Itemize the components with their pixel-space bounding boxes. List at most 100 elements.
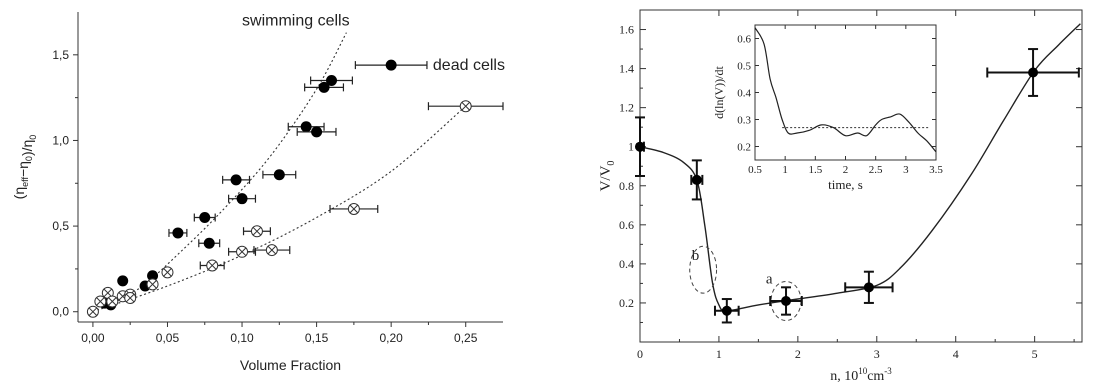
- inset-y-tick-label: 0.2: [737, 142, 751, 154]
- y-axis-label: (ηeff−η0)/η0: [11, 135, 38, 200]
- data-point-swimming-cells: [172, 227, 184, 239]
- x-axis-label-superscript: 10: [858, 366, 868, 376]
- marker-cross: [108, 297, 117, 306]
- right-chart-velocity-ratio: 0 1 2 3 4 5 0.2 0.4 0.6 0.8 1 1.2 1.4 1.6 n, 1010cm-3 V…: [598, 9, 1083, 384]
- marker-cross: [267, 245, 277, 255]
- data-point-swimming-cells: [236, 193, 248, 205]
- data-point: [721, 305, 732, 316]
- data-point-swimming-cells: [147, 270, 159, 282]
- data-point: [691, 174, 702, 185]
- y-tick-label: 0,5: [52, 219, 69, 233]
- inset-y-tick-label: 0.5: [737, 61, 751, 73]
- x-tick-label: 4: [953, 347, 959, 361]
- x-tick-label: 0: [637, 347, 643, 361]
- annotation-a: a: [766, 271, 773, 287]
- marker-cross: [461, 102, 470, 111]
- data-point-dead-cells: [124, 292, 137, 305]
- y-tick-label: 1.4: [619, 62, 634, 76]
- data-point-swimming-cells: [117, 275, 129, 287]
- marker-cross: [163, 268, 172, 277]
- x-tick-label: 2: [795, 347, 801, 361]
- annotation-swimming-cells: swimming cells: [242, 13, 350, 30]
- x-tick-label: 0,15: [305, 331, 329, 345]
- x-tick-label: 0,00: [81, 331, 105, 345]
- marker-cross: [96, 297, 105, 306]
- inset-frame: [754, 24, 937, 161]
- x-axis-label: Volume Fraction: [240, 357, 341, 373]
- data-point-dead-cells: [250, 225, 263, 238]
- marker-cross: [349, 204, 359, 214]
- x-tick-label: 1: [716, 347, 722, 361]
- inset-x-tick-label: 2: [843, 164, 849, 176]
- inset-line: [754, 27, 937, 153]
- data-point: [1028, 67, 1039, 78]
- data-point-swimming-cells: [203, 237, 215, 249]
- x-tick-label: 0,10: [230, 331, 254, 345]
- data-point-dead-cells: [161, 266, 174, 279]
- y-axis-label-part: −η: [15, 161, 31, 177]
- y-axis-label-part: )/η: [19, 140, 35, 156]
- y-tick-label: 0.6: [619, 218, 634, 232]
- left-chart-viscosity: 0,00 0,05 0,10 0,15 0,20 0,25 0,0 0,5 1,0 1,5 Volu…: [11, 12, 505, 373]
- x-tick-label: 0,20: [379, 331, 403, 345]
- y-tick-label: 1.2: [619, 101, 634, 115]
- data-point-dead-cells: [106, 295, 119, 308]
- marker-cross: [208, 261, 217, 270]
- marker-cross: [103, 288, 112, 298]
- data-point-swimming-cells: [199, 212, 211, 224]
- x-tick-label: 3: [874, 347, 880, 361]
- data-point-dead-cells: [94, 295, 107, 308]
- data-point-dead-cells: [86, 305, 99, 318]
- y-axis-label-subscript: eff: [20, 177, 30, 187]
- data-point-dead-cells: [236, 245, 249, 258]
- x-tick-label: 5: [1032, 347, 1038, 361]
- y-tick-label: 0.4: [619, 257, 634, 271]
- fit-curve-swimming-cells: [92, 32, 347, 313]
- y-tick-label: 0.8: [619, 179, 634, 193]
- data-point-swimming-cells: [230, 174, 242, 186]
- inset-y-axis-label: d(ln(V))/dt: [712, 66, 726, 119]
- data-point-dead-cells: [146, 278, 159, 291]
- y-axis-label: V/V0: [598, 161, 617, 192]
- x-axis-label: n, 1010cm-3: [830, 366, 892, 384]
- y-axis-label-part: (η: [11, 187, 27, 199]
- inset-x-tick-label: 3: [903, 164, 909, 176]
- y-axis-label-subscript: 0: [28, 135, 38, 140]
- marker-cross: [88, 307, 98, 316]
- data-point-dead-cells: [265, 244, 278, 257]
- data-point-swimming-cells: [318, 81, 330, 93]
- y-axis-label-subscript: 0: [606, 161, 617, 166]
- y-tick-label: 1,5: [52, 48, 69, 62]
- y-tick-label: 0.2: [619, 296, 634, 310]
- inset-y-tick-label: 0.3: [737, 115, 751, 127]
- x-tick-label: 0,25: [454, 331, 478, 345]
- data-point-dead-cells: [459, 100, 472, 113]
- data-point: [635, 141, 645, 152]
- data-point-dead-cells: [347, 202, 360, 215]
- inset-x-axis-label: time, s: [828, 177, 863, 192]
- inset-chart: 0.5 1 1.5 2 2.5 3 3.5 0.2 0.3 0.4 0.5 0.6 time, s d(l…: [712, 24, 943, 192]
- inset-x-tick-label: 3.5: [929, 164, 943, 176]
- y-axis-label-part: V/V: [598, 165, 614, 191]
- data-point-swimming-cells: [300, 121, 312, 133]
- y-tick-label: 1: [628, 140, 634, 154]
- marker-cross: [148, 280, 157, 289]
- x-axis-label-part: cm: [867, 369, 884, 384]
- inset-x-tick-label: 0.5: [748, 164, 762, 176]
- marker-cross: [237, 247, 247, 256]
- y-tick-label: 1.6: [619, 23, 634, 37]
- data-point: [863, 282, 874, 293]
- x-tick-label: 0,05: [156, 331, 180, 345]
- inset-y-tick-label: 0.6: [737, 34, 751, 46]
- data-point-dead-cells: [206, 259, 219, 272]
- marker-cross: [252, 227, 262, 236]
- data-point-swimming-cells: [326, 75, 338, 87]
- data-point-swimming-cells: [385, 59, 397, 71]
- data-point: [781, 295, 792, 306]
- inset-x-tick-label: 2.5: [869, 164, 883, 176]
- x-axis-label-superscript: -3: [884, 366, 892, 376]
- inset-y-tick-label: 0.4: [737, 88, 751, 100]
- data-point-swimming-cells: [273, 169, 285, 181]
